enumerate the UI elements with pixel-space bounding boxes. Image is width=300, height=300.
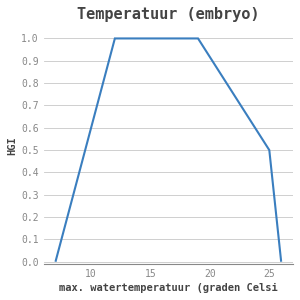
X-axis label: max. watertemperatuur (graden Celsi: max. watertemperatuur (graden Celsi (59, 283, 278, 293)
Y-axis label: HGI: HGI (7, 136, 17, 155)
Title: Temperatuur (embryo): Temperatuur (embryo) (77, 7, 260, 22)
